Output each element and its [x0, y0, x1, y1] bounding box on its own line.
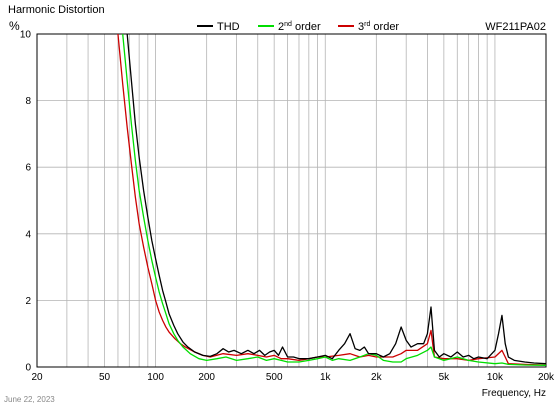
- x-tick-label: 20k: [538, 372, 555, 383]
- y-tick-label: 8: [25, 96, 31, 107]
- x-tick-label: 20: [31, 372, 43, 383]
- x-tick-label: 2k: [371, 372, 383, 383]
- y-tick-label: 4: [25, 229, 31, 240]
- x-tick-labels: 20 50 100 200 500 1k 2k 5k 10k 20k: [31, 372, 555, 383]
- y-tick-label: 10: [20, 30, 32, 41]
- grid-lines: [37, 34, 546, 367]
- x-tick-label: 100: [147, 372, 164, 383]
- series-line-2nd-order: [122, 34, 546, 366]
- x-tick-label: 1k: [320, 372, 332, 383]
- plot-area: [36, 33, 547, 368]
- chart-title: Harmonic Distortion: [8, 4, 105, 16]
- y-axis-unit: %: [9, 19, 20, 33]
- measurement-date: June 22, 2023: [4, 395, 55, 404]
- y-tick-label: 2: [25, 296, 31, 307]
- x-tick-label: 50: [99, 372, 111, 383]
- y-tick-labels: 0 2 4 6 8 10: [20, 30, 32, 374]
- series-layer: [117, 34, 546, 366]
- legend-label-thd: THD: [217, 21, 240, 33]
- x-tick-label: 500: [266, 372, 283, 383]
- x-tick-label: 5k: [439, 372, 451, 383]
- x-axis-label: Frequency, Hz: [482, 388, 546, 399]
- x-tick-label: 200: [198, 372, 215, 383]
- series-line-3rd-order: [117, 34, 546, 366]
- y-tick-label: 0: [25, 363, 31, 374]
- model-label: WF211PA02: [485, 21, 546, 33]
- y-tick-label: 6: [25, 163, 31, 174]
- legend-label-2nd-order: 2nd order: [278, 21, 321, 33]
- legend-label-3rd-order: 3rd order: [358, 21, 399, 33]
- series-line-thd: [126, 34, 546, 365]
- x-tick-label: 10k: [487, 372, 504, 383]
- legend: THD 2nd order 3rd order: [197, 21, 399, 33]
